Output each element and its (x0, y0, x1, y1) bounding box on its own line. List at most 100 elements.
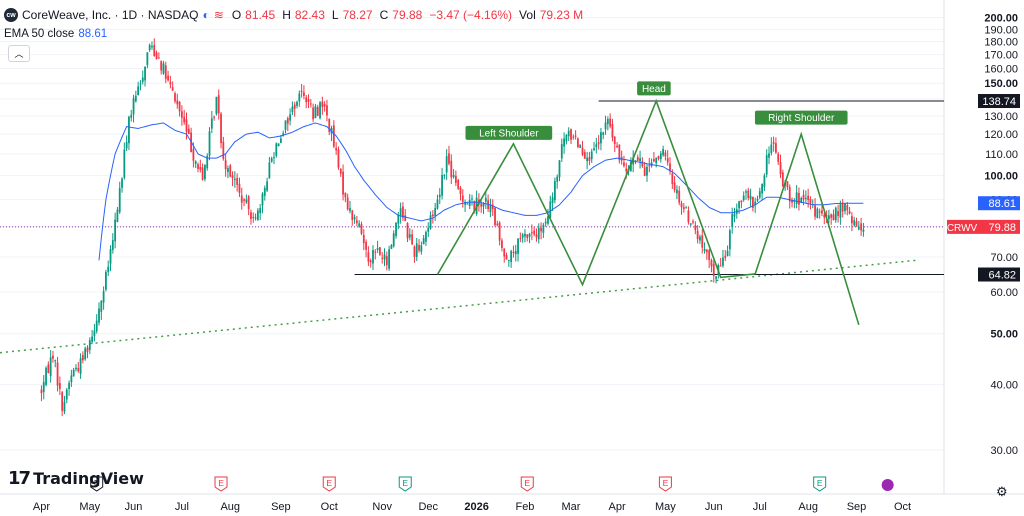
earnings-marker-shape (90, 476, 104, 492)
price-tick-label: 200.00 (984, 13, 1018, 25)
tradingview-logo[interactable]: 17 TradingView (8, 468, 144, 489)
time-tick-label: Mar (562, 501, 581, 513)
ohlc-close-key: C (379, 8, 389, 22)
candle-body (692, 221, 694, 223)
candle-body (291, 106, 294, 113)
symbol-logo[interactable]: cw (4, 8, 18, 22)
candle-body (174, 93, 176, 102)
candle-body (857, 226, 860, 230)
candle-body (118, 188, 121, 213)
time-tick-label: Feb (515, 501, 534, 513)
candle-body (563, 138, 565, 147)
candle-body (521, 234, 524, 238)
candle-body (91, 336, 93, 342)
candle-body (609, 118, 612, 127)
candle-body (93, 330, 96, 336)
earnings-marker[interactable]: E (398, 476, 412, 492)
time-tick-label: Sep (271, 501, 291, 513)
ema-badge-box (978, 196, 1020, 211)
candle-body (542, 224, 545, 233)
candle-body (593, 148, 595, 151)
candle-body (791, 199, 793, 203)
candle-body (238, 183, 241, 193)
candle-body (360, 224, 363, 234)
price-tick-label: 160.00 (984, 64, 1018, 76)
chevron-up-icon[interactable]: ︿ (8, 45, 30, 62)
earnings-marker-label: E (663, 478, 669, 488)
earnings-marker[interactable]: E (658, 476, 672, 492)
candle-body (355, 220, 358, 224)
candle-body (365, 241, 367, 250)
candle-body (758, 191, 761, 198)
candle-body (722, 257, 724, 266)
candle-body (438, 194, 441, 198)
candle-body (549, 201, 552, 218)
candle-body (319, 102, 321, 119)
candle-body (381, 257, 384, 259)
earnings-marker[interactable]: E (520, 476, 534, 492)
candle-body (643, 167, 646, 176)
earnings-marker[interactable]: E (813, 476, 827, 492)
candle-body (411, 234, 414, 245)
candle-body (689, 223, 692, 225)
candle-body (45, 367, 47, 385)
candle-body (68, 382, 70, 390)
time-tick-label: 2026 (464, 501, 488, 513)
upcoming-event-icon[interactable] (881, 479, 894, 491)
candle-body (326, 105, 328, 116)
candle-body (222, 141, 225, 159)
candle-body (761, 183, 764, 194)
candle-body (404, 215, 407, 221)
candle-body (210, 118, 213, 129)
candle-body (75, 367, 77, 370)
gear-icon[interactable]: ⚙ (996, 484, 1008, 499)
candle-body (224, 160, 227, 170)
candle-body (777, 153, 780, 162)
earnings-marker[interactable]: E (322, 476, 336, 492)
candle-body (567, 130, 570, 137)
symbol-title[interactable]: CoreWeave, Inc. · 1D · NASDAQ (22, 8, 199, 22)
candle-body (556, 176, 559, 182)
earnings-marker[interactable]: E (90, 476, 104, 492)
candle-body (666, 157, 669, 163)
candle-body (595, 144, 598, 148)
candle-body (800, 197, 803, 203)
candle-body (779, 162, 782, 175)
candle-body (148, 44, 151, 51)
tradingview-name: TradingView (33, 469, 144, 488)
earnings-marker-shape (520, 476, 534, 492)
level-badge: 138.74 (982, 96, 1016, 108)
candle-body (392, 233, 395, 247)
candle-body (231, 175, 234, 179)
candle-body (846, 205, 849, 211)
candle-body (793, 200, 796, 202)
price-tick-label: 150.00 (984, 78, 1018, 90)
candle-body (123, 149, 126, 178)
candle-body (157, 57, 160, 59)
candle-body (480, 203, 483, 207)
candle-body (682, 207, 685, 210)
level-badge: 64.82 (988, 270, 1016, 282)
candle-body (183, 116, 186, 123)
candle-body (798, 193, 800, 205)
candle-body (240, 195, 243, 203)
candle-body (261, 193, 264, 206)
candle-body (464, 201, 466, 205)
candle-body (448, 153, 450, 164)
candle-body (141, 77, 144, 82)
candle-body (344, 192, 347, 198)
candle-body (282, 133, 285, 136)
candle-body (583, 152, 586, 159)
candle-body (40, 389, 43, 394)
candle-body (422, 238, 425, 245)
time-tick-label: May (79, 501, 100, 513)
candle-body (171, 87, 174, 91)
candle-body (457, 179, 460, 189)
earnings-marker[interactable]: E (214, 476, 228, 492)
ema-legend[interactable]: EMA 50 close 88.61 (4, 28, 107, 40)
candle-body (770, 144, 773, 153)
candle-body (247, 196, 250, 210)
candle-body (332, 125, 335, 147)
candle-body (678, 190, 681, 203)
